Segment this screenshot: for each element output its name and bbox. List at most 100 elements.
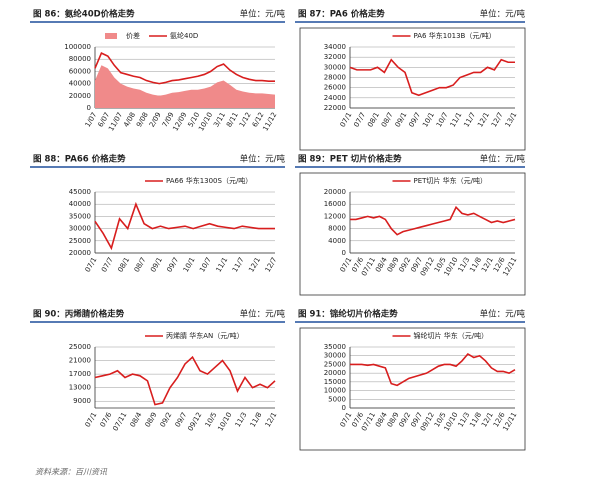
y-tick-label: 16000	[324, 200, 346, 208]
x-tick-label: 11/7	[231, 256, 246, 274]
legend-label: 丙烯腈 华东AN（元/吨）	[166, 331, 244, 340]
panel-title: 图 91：锦纶切片价格走势	[298, 309, 398, 320]
y-tick-label: 0	[342, 249, 346, 257]
unit-label: 单位：元/吨	[240, 154, 286, 165]
y-tick-label: 30000	[324, 352, 346, 360]
y-tick-label: 21000	[69, 357, 91, 365]
unit-label: 单位：元/吨	[240, 9, 286, 20]
y-tick-label: 9000	[73, 397, 91, 405]
unit-label: 单位：元/吨	[480, 309, 526, 320]
x-tick-label: 12/7	[264, 256, 279, 274]
x-tick-label: 13/1	[504, 111, 519, 129]
x-tick-label: 10/7	[435, 111, 450, 129]
legend-label: PA66 华东1300S（元/吨）	[166, 176, 252, 185]
panel-title: 图 88：PA66 价格走势	[33, 154, 126, 165]
x-tick-label: 10/1	[182, 256, 197, 274]
y-tick-label: 15000	[324, 378, 346, 386]
y-tick-label: 34000	[324, 43, 346, 51]
y-tick-label: 60000	[69, 67, 91, 75]
line	[350, 352, 516, 387]
panel-title: 图 87：PA6 价格走势	[298, 9, 385, 20]
y-tick-label: 13000	[69, 384, 91, 392]
y-tick-label: 30000	[324, 63, 346, 71]
x-tick-label: 12/1	[247, 256, 262, 274]
x-tick-label: 07/7	[100, 256, 115, 274]
x-tick-label: 1/07	[84, 111, 99, 129]
y-tick-label: 0	[342, 404, 346, 412]
x-tick-label: 07/1	[84, 411, 99, 429]
y-tick-label: 4000	[328, 237, 346, 245]
y-tick-label: 0	[87, 104, 91, 112]
legend-label: PA6 华东1013B（元/吨）	[414, 31, 496, 40]
x-tick-label: 09/7	[165, 256, 180, 274]
x-tick-label: 11/8	[249, 411, 264, 429]
x-tick-label: 08/7	[380, 111, 395, 129]
line	[94, 52, 275, 85]
y-tick-label: 100000	[64, 43, 91, 51]
x-tick-label: 8/11	[225, 111, 240, 129]
x-tick-label: 09/7	[407, 111, 422, 129]
y-tick-label: 32000	[324, 53, 346, 61]
x-tick-label: 12/1	[264, 411, 279, 429]
chart-frame	[299, 172, 526, 296]
x-tick-label: 08/7	[133, 256, 148, 274]
legend-label: PET切片 华东（元/吨）	[414, 176, 488, 185]
y-tick-label: 35000	[69, 212, 91, 220]
unit-label: 单位：元/吨	[480, 9, 526, 20]
x-tick-label: 4/08	[122, 111, 137, 129]
x-tick-label: 3/11	[212, 111, 227, 129]
x-tick-label: 08/4	[129, 411, 144, 429]
x-tick-label: 09/1	[149, 256, 164, 274]
panel-title: 图 86：氨纶40D价格走势	[33, 9, 135, 20]
y-tick-label: 35000	[324, 343, 346, 351]
legend-label: 价差	[126, 31, 140, 40]
line	[94, 355, 276, 406]
x-tick-label: 09/1	[394, 111, 409, 129]
y-tick-label: 20000	[324, 369, 346, 377]
y-tick-label: 22000	[324, 104, 346, 112]
x-tick-label: 07/6	[99, 411, 114, 429]
x-tick-label: 10/10	[216, 411, 233, 432]
panel-title: 图 90：丙烯腈价格走势	[33, 309, 125, 320]
line	[349, 58, 515, 97]
y-tick-label: 25000	[324, 360, 346, 368]
panel-title: 图 89：PET 切片价格走势	[298, 154, 402, 165]
x-tick-label: 11/1	[215, 256, 230, 274]
y-tick-label: 26000	[324, 84, 346, 92]
y-tick-label: 40000	[69, 200, 91, 208]
x-tick-label: 07/11	[111, 411, 128, 432]
y-tick-label: 25000	[69, 343, 91, 351]
legend-label: 氨纶40D	[170, 31, 198, 40]
x-tick-label: 1/12	[238, 111, 253, 129]
chart-frame	[299, 27, 526, 151]
y-tick-label: 20000	[69, 92, 91, 100]
y-tick-label: 20000	[69, 249, 91, 257]
x-tick-label: 11/7	[462, 111, 477, 129]
y-tick-label: 20000	[324, 188, 346, 196]
x-tick-label: 11/1	[449, 111, 464, 129]
legend-swatch	[105, 33, 117, 39]
y-tick-label: 24000	[324, 94, 346, 102]
area	[95, 65, 275, 108]
y-tick-label: 30000	[69, 225, 91, 233]
unit-label: 单位：元/吨	[480, 154, 526, 165]
x-tick-label: 08/1	[116, 256, 131, 274]
x-tick-label: 07/1	[339, 111, 354, 129]
y-tick-label: 12000	[324, 212, 346, 220]
unit-label: 单位：元/吨	[240, 309, 286, 320]
y-tick-label: 10000	[324, 387, 346, 395]
x-tick-label: 07/1	[84, 256, 99, 274]
x-tick-label: 10/1	[421, 111, 436, 129]
x-tick-label: 07/7	[352, 111, 367, 129]
x-tick-label: 10/7	[198, 256, 213, 274]
line	[350, 205, 516, 236]
source-note: 资料来源：百川资讯	[35, 468, 108, 477]
x-tick-label: 10/5	[204, 411, 219, 429]
x-tick-label: 08/1	[366, 111, 381, 129]
chart-frame	[299, 327, 526, 451]
y-tick-label: 5000	[328, 395, 346, 403]
y-tick-label: 80000	[69, 55, 91, 63]
x-tick-label: 12/1	[476, 111, 491, 129]
x-tick-label: 08/9	[144, 411, 159, 429]
